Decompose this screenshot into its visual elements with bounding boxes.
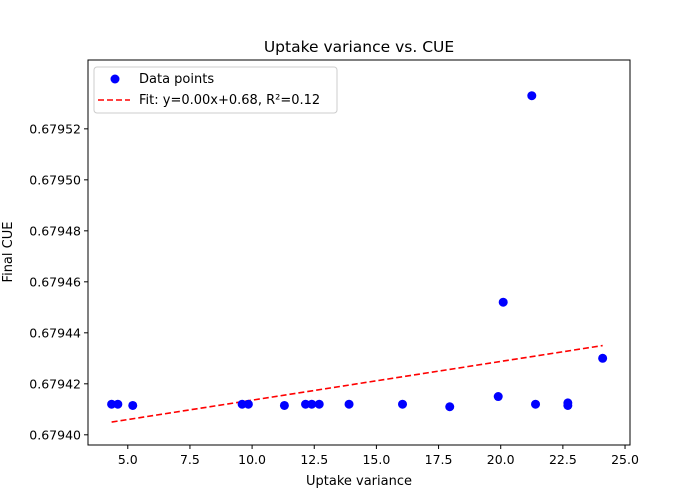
y-tick-label: 0.67952 [29, 121, 81, 136]
y-tick-label: 0.67950 [29, 172, 81, 187]
data-point [531, 399, 541, 409]
x-tick-label: 22.5 [549, 452, 577, 467]
data-point [563, 400, 573, 410]
y-tick-label: 0.67940 [29, 427, 81, 442]
x-tick-label: 17.5 [425, 452, 453, 467]
x-tick-label: 5.0 [118, 452, 138, 467]
x-tick-label: 10.0 [238, 452, 266, 467]
legend-label-fit: Fit: y=0.00x+0.68, R²=0.12 [139, 93, 320, 108]
x-tick-label: 25.0 [611, 452, 639, 467]
data-point [107, 399, 117, 409]
data-point [307, 399, 317, 409]
data-point [344, 399, 354, 409]
legend-box [93, 66, 338, 114]
y-tick-label: 0.67942 [29, 376, 81, 391]
data-point [598, 353, 608, 363]
y-axis: 0.67940 0.67942 0.67944 0.67946 0.67948 0.679… [29, 121, 88, 442]
data-point [527, 91, 537, 101]
data-point [243, 399, 253, 409]
data-point [498, 297, 508, 307]
x-tick-label: 7.5 [180, 452, 200, 467]
x-axis-title: Uptake variance [306, 474, 412, 489]
data-point [279, 400, 289, 410]
data-point [314, 399, 324, 409]
data-point [493, 392, 503, 402]
data-point [445, 402, 455, 412]
x-axis: 5.0 7.5 10.0 12.5 15.0 17.5 20.0 22.5 25.0 [118, 445, 639, 467]
y-axis-title: Final CUE [1, 222, 16, 283]
data-point [128, 400, 138, 410]
y-tick-label: 0.67948 [29, 223, 81, 238]
data-point [301, 399, 311, 409]
y-tick-label: 0.67944 [29, 325, 81, 340]
data-point [398, 399, 408, 409]
data-point [113, 399, 123, 409]
plot-area [87, 59, 631, 446]
x-tick-label: 20.0 [487, 452, 515, 467]
scatter-points [107, 91, 608, 412]
chart-title: Uptake variance vs. CUE [264, 38, 454, 56]
x-tick-label: 12.5 [300, 452, 328, 467]
legend: Data points Fit: y=0.00x+0.68, R²=0.12 [93, 66, 338, 114]
legend-label-data-points: Data points [139, 72, 214, 87]
fit-line [111, 344, 603, 423]
y-tick-label: 0.67946 [29, 274, 81, 289]
x-tick-label: 15.0 [362, 452, 390, 467]
data-point [237, 399, 247, 409]
fit-line-layer [111, 344, 603, 423]
legend-marker-data-points [110, 74, 120, 84]
